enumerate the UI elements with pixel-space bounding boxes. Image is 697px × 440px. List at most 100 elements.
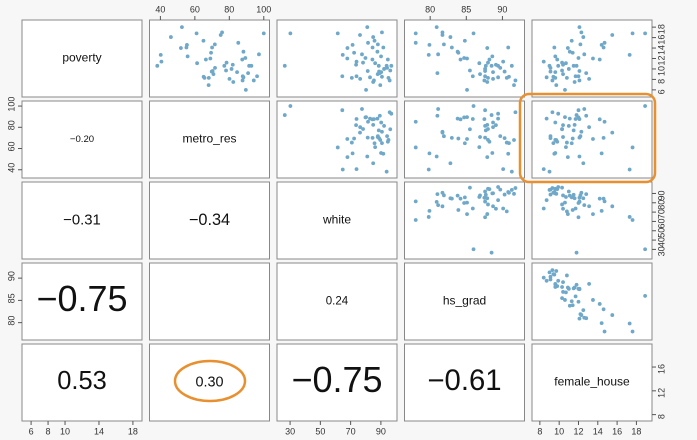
point: [554, 269, 559, 273]
point: [380, 129, 384, 134]
point: [483, 135, 487, 140]
point: [643, 31, 648, 36]
panel: [276, 262, 398, 341]
point: [155, 63, 160, 68]
point: [544, 116, 549, 121]
point: [548, 274, 553, 279]
correlation-label: 0.53: [57, 367, 107, 395]
point: [483, 199, 487, 204]
y-tick-label: 80: [656, 200, 666, 210]
point: [377, 113, 382, 118]
point: [483, 189, 487, 194]
point: [209, 50, 213, 55]
point: [591, 56, 595, 61]
point: [560, 285, 564, 289]
point: [551, 74, 556, 79]
point: [358, 125, 363, 130]
point: [560, 296, 564, 301]
point: [366, 40, 370, 45]
point: [209, 69, 214, 74]
point: [358, 33, 362, 37]
point: [561, 280, 565, 285]
point: [235, 70, 239, 74]
point: [491, 125, 495, 130]
point: [490, 54, 495, 59]
point: [494, 62, 498, 67]
point: [240, 57, 245, 62]
point: [340, 108, 345, 113]
point: [556, 63, 561, 68]
point: [482, 78, 487, 83]
point: [436, 203, 441, 208]
point: [569, 38, 574, 43]
point: [509, 63, 514, 68]
point: [427, 208, 432, 213]
point: [627, 52, 632, 57]
point: [506, 151, 511, 156]
point: [382, 67, 386, 71]
point: [565, 285, 570, 290]
point: [564, 75, 569, 80]
point: [208, 56, 213, 61]
point: [569, 141, 574, 146]
point: [370, 57, 375, 62]
point: [455, 116, 460, 121]
point: [206, 75, 211, 80]
panel: [21, 100, 143, 179]
y-tick-label: 8: [656, 79, 666, 84]
point: [440, 30, 445, 35]
point: [496, 111, 500, 116]
point: [246, 71, 250, 76]
point: [548, 192, 553, 197]
point: [251, 78, 256, 83]
x-tick-label: 40: [155, 4, 165, 14]
point: [491, 70, 495, 74]
point: [547, 270, 552, 275]
point: [375, 134, 380, 139]
point: [427, 151, 432, 156]
point: [578, 134, 583, 139]
point: [335, 31, 340, 36]
point: [456, 208, 461, 212]
point: [550, 78, 555, 83]
point: [470, 117, 475, 121]
panel: [149, 100, 270, 179]
point: [240, 78, 245, 83]
point: [576, 108, 581, 113]
point: [462, 115, 467, 120]
point: [371, 122, 376, 127]
panel: [404, 181, 525, 260]
point: [435, 113, 440, 118]
panel: [276, 181, 398, 260]
point: [486, 202, 490, 207]
point: [576, 215, 581, 220]
correlation-label: −0.20: [70, 134, 94, 145]
x-tick-label: 90: [497, 4, 507, 14]
point: [354, 123, 358, 128]
point: [512, 191, 516, 196]
point: [570, 50, 575, 55]
panel: [149, 181, 270, 260]
point: [386, 138, 391, 142]
point: [610, 130, 615, 135]
point: [570, 303, 575, 308]
point: [380, 74, 384, 79]
point: [556, 111, 561, 116]
point: [581, 308, 586, 313]
point: [350, 151, 355, 156]
point: [577, 286, 582, 291]
point: [553, 120, 558, 125]
point: [561, 62, 565, 67]
point: [599, 151, 604, 156]
point: [371, 161, 376, 166]
point: [434, 25, 439, 30]
point: [483, 63, 488, 68]
point: [371, 80, 376, 84]
point: [482, 117, 487, 122]
point: [375, 42, 380, 47]
point: [560, 127, 564, 132]
point: [553, 282, 558, 287]
point: [578, 193, 583, 198]
point: [379, 120, 384, 125]
